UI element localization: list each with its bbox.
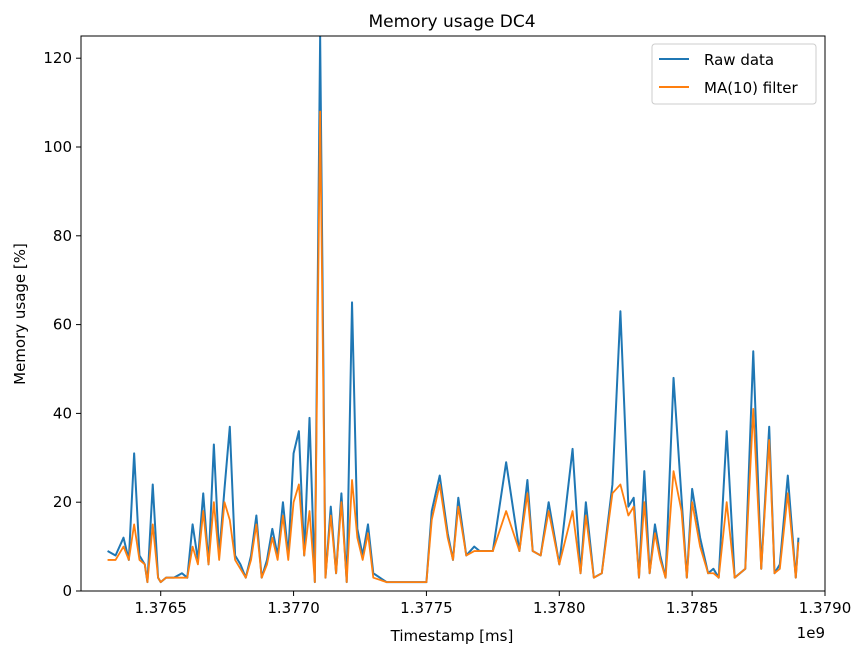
plot-frame [80, 35, 826, 592]
legend-box [651, 43, 817, 105]
legend-label-ma: MA(10) filter [704, 79, 798, 97]
plot-area [107, 36, 800, 584]
chart-title: Memory usage DC4 [368, 12, 535, 32]
x-tick-label: 1.3775 [400, 599, 453, 617]
x-axis-label: Timestamp [ms] [390, 627, 514, 645]
x-tick-label: 1.3770 [267, 599, 320, 617]
legend: Raw data MA(10) filter [651, 43, 817, 105]
y-tick-label: 20 [53, 493, 72, 511]
x-tick-label: 1.3790 [799, 599, 852, 617]
y-axis: 0 20 40 60 80 100 120 [43, 49, 81, 600]
y-tick-label: 40 [53, 404, 72, 422]
x-axis: 1.3765 1.3770 1.3775 1.3780 1.3785 1.3790 [134, 591, 851, 617]
series-line-ma-filter [107, 110, 800, 584]
y-tick-label: 100 [43, 138, 72, 156]
x-offset-label: 1e9 [797, 624, 825, 642]
y-tick-label: 80 [53, 227, 72, 245]
y-tick-label: 0 [62, 582, 72, 600]
y-tick-label: 60 [53, 316, 72, 334]
y-axis-label: Memory usage [%] [11, 243, 29, 385]
x-tick-label: 1.3785 [666, 599, 719, 617]
y-tick-label: 120 [43, 49, 72, 67]
legend-label-raw: Raw data [704, 51, 774, 69]
x-tick-label: 1.3780 [533, 599, 586, 617]
x-tick-label: 1.3765 [134, 599, 187, 617]
